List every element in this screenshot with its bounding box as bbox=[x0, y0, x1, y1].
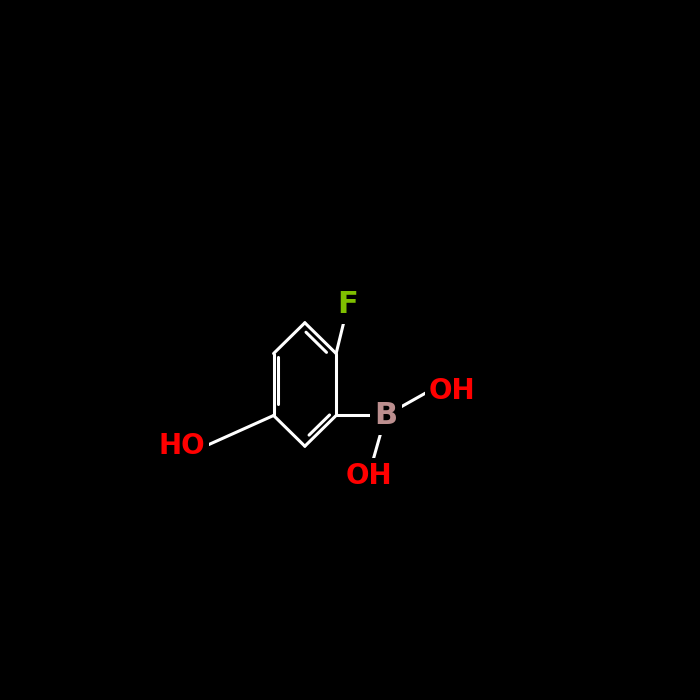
Text: F: F bbox=[337, 290, 358, 319]
Text: OH: OH bbox=[345, 463, 392, 491]
Text: OH: OH bbox=[429, 377, 475, 405]
Text: B: B bbox=[374, 401, 398, 430]
Text: HO: HO bbox=[158, 432, 205, 460]
